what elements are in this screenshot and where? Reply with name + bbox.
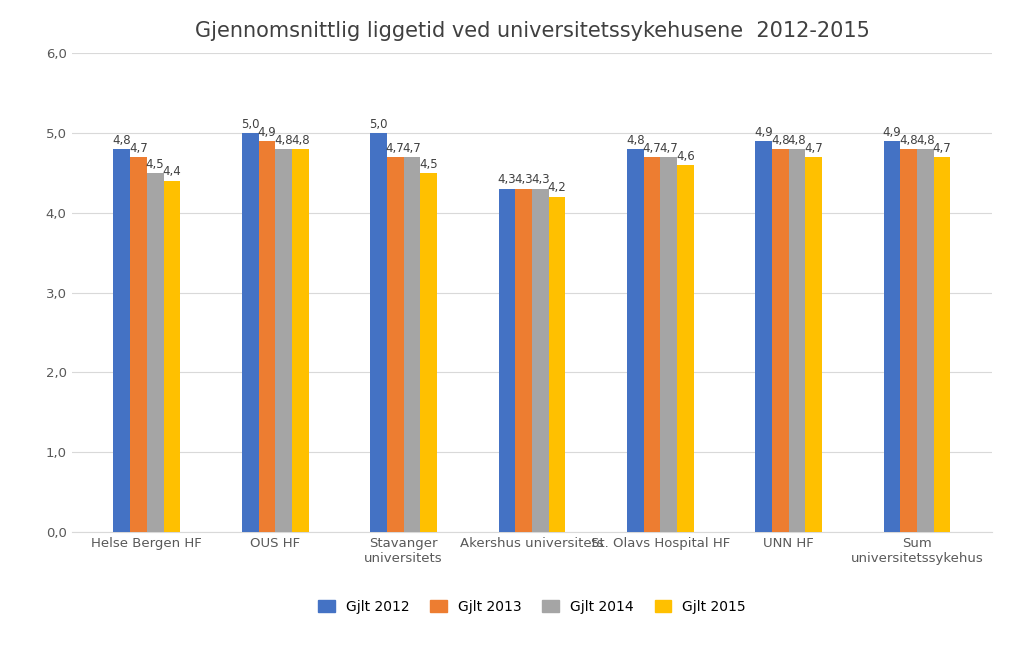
Bar	[241, 133, 259, 532]
Text: 5,0: 5,0	[369, 118, 388, 130]
Bar	[548, 197, 566, 532]
Bar	[627, 149, 643, 532]
Text: 4,8: 4,8	[626, 134, 644, 146]
Bar	[292, 149, 309, 532]
Bar	[516, 189, 532, 532]
Bar	[130, 157, 147, 532]
Bar	[643, 157, 660, 532]
Bar	[532, 189, 548, 532]
Legend: Gjlt 2012, Gjlt 2013, Gjlt 2014, Gjlt 2015: Gjlt 2012, Gjlt 2013, Gjlt 2014, Gjlt 20…	[311, 593, 753, 621]
Text: 4,8: 4,8	[274, 134, 293, 146]
Text: 4,8: 4,8	[917, 134, 935, 146]
Text: 4,7: 4,7	[659, 142, 678, 154]
Bar	[934, 157, 950, 532]
Bar	[387, 157, 404, 532]
Text: 4,8: 4,8	[771, 134, 790, 146]
Text: 4,9: 4,9	[754, 126, 773, 138]
Text: 4,3: 4,3	[497, 174, 517, 186]
Text: 4,9: 4,9	[258, 126, 276, 138]
Text: 4,6: 4,6	[676, 150, 695, 162]
Bar	[114, 149, 130, 532]
Bar	[677, 165, 694, 532]
Bar	[755, 141, 772, 532]
Text: 4,8: 4,8	[291, 134, 310, 146]
Text: 5,0: 5,0	[241, 118, 260, 130]
Bar	[660, 157, 677, 532]
Text: 4,8: 4,8	[899, 134, 918, 146]
Text: 4,7: 4,7	[933, 142, 951, 154]
Text: 4,5: 4,5	[419, 158, 438, 170]
Text: 4,7: 4,7	[403, 142, 421, 154]
Bar	[420, 173, 437, 532]
Bar	[164, 181, 180, 532]
Bar	[404, 157, 420, 532]
Bar	[275, 149, 292, 532]
Text: 4,5: 4,5	[146, 158, 165, 170]
Bar	[917, 149, 934, 532]
Text: 4,7: 4,7	[129, 142, 148, 154]
Text: 4,2: 4,2	[547, 182, 567, 194]
Bar	[805, 157, 822, 532]
Text: 4,4: 4,4	[163, 166, 181, 178]
Bar	[370, 133, 387, 532]
Bar	[900, 149, 917, 532]
Bar	[884, 141, 900, 532]
Text: 4,8: 4,8	[788, 134, 806, 146]
Bar	[259, 141, 275, 532]
Bar	[772, 149, 789, 532]
Text: 4,7: 4,7	[386, 142, 405, 154]
Text: 4,7: 4,7	[642, 142, 661, 154]
Title: Gjennomsnittlig liggetid ved universitetssykehusene  2012-2015: Gjennomsnittlig liggetid ved universitet…	[194, 21, 870, 41]
Text: 4,8: 4,8	[113, 134, 131, 146]
Text: 4,9: 4,9	[883, 126, 901, 138]
Text: 4,3: 4,3	[515, 174, 533, 186]
Bar	[789, 149, 805, 532]
Text: 4,7: 4,7	[804, 142, 824, 154]
Text: 4,3: 4,3	[531, 174, 549, 186]
Bar	[498, 189, 516, 532]
Bar	[147, 173, 164, 532]
